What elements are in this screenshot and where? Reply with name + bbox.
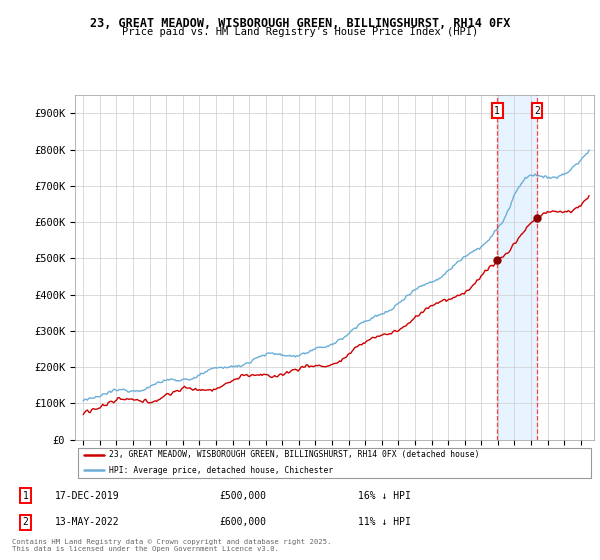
Text: 13-MAY-2022: 13-MAY-2022 [55, 517, 120, 528]
FancyBboxPatch shape [77, 447, 592, 478]
Bar [497, 95, 537, 440]
Text: HPI: Average price, detached house, Chichester: HPI: Average price, detached house, Chic… [109, 466, 333, 475]
Text: 2: 2 [22, 517, 28, 528]
Text: 2: 2 [534, 105, 540, 115]
Text: Price paid vs. HM Land Registry's House Price Index (HPI): Price paid vs. HM Land Registry's House … [122, 27, 478, 37]
Text: 17-DEC-2019: 17-DEC-2019 [55, 491, 120, 501]
Text: 16% ↓ HPI: 16% ↓ HPI [358, 491, 410, 501]
Text: £600,000: £600,000 [220, 517, 266, 528]
Text: 23, GREAT MEADOW, WISBOROUGH GREEN, BILLINGSHURST, RH14 0FX (detached house): 23, GREAT MEADOW, WISBOROUGH GREEN, BILL… [109, 450, 479, 459]
Text: 1: 1 [494, 105, 500, 115]
Text: 11% ↓ HPI: 11% ↓ HPI [358, 517, 410, 528]
Text: £500,000: £500,000 [220, 491, 266, 501]
Text: Contains HM Land Registry data © Crown copyright and database right 2025.
This d: Contains HM Land Registry data © Crown c… [12, 539, 331, 552]
Text: 23, GREAT MEADOW, WISBOROUGH GREEN, BILLINGSHURST, RH14 0FX: 23, GREAT MEADOW, WISBOROUGH GREEN, BILL… [90, 17, 510, 30]
Text: 1: 1 [22, 491, 28, 501]
